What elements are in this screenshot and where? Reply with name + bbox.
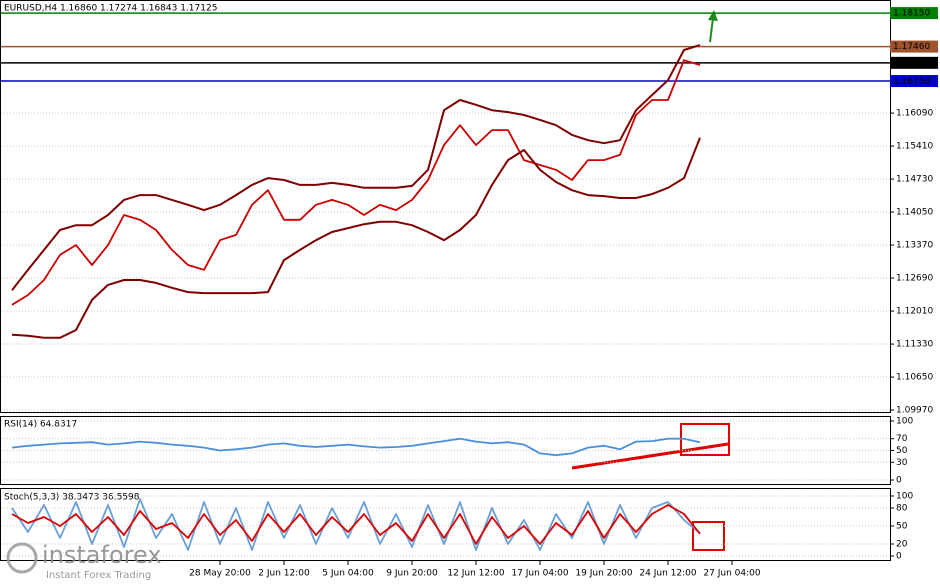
series-line bbox=[11, 437, 701, 457]
trend-line bbox=[571, 442, 729, 470]
y-tick-label: 50 bbox=[896, 522, 908, 532]
x-tick-label: 27 Jun 04:00 bbox=[703, 569, 760, 579]
highlight-box bbox=[692, 521, 725, 551]
y-tick-label: 1.13370 bbox=[896, 241, 933, 251]
y-tick-label: 1.12690 bbox=[896, 274, 933, 284]
stoch-title: Stoch(5,3,3) 38.3473 36.5598 bbox=[4, 493, 140, 503]
rsi-title: RSI(14) 64.8317 bbox=[4, 420, 77, 430]
y-tick-label: 70 bbox=[896, 434, 908, 444]
y-tick-label: 100 bbox=[896, 417, 913, 427]
x-tick-label: 17 Jun 04:00 bbox=[511, 569, 568, 579]
stoch-panel bbox=[0, 488, 891, 561]
series-line bbox=[11, 498, 701, 551]
y-tick-label: 0 bbox=[896, 552, 902, 562]
y-tick-label: 1.09970 bbox=[896, 406, 933, 416]
chart-title: EURUSD,H4 1.16860 1.17274 1.16843 1.1712… bbox=[4, 4, 217, 14]
level-label: 1.17125 bbox=[893, 58, 930, 68]
x-tick-label: 9 Jun 20:00 bbox=[386, 569, 438, 579]
y-tick-label: 1.11330 bbox=[896, 340, 933, 350]
x-tick-label: 2 Jun 12:00 bbox=[258, 569, 310, 579]
arrow bbox=[709, 17, 714, 43]
series-line bbox=[11, 44, 701, 291]
x-tick-label: 28 May 20:00 bbox=[189, 569, 251, 579]
y-tick-label: 1.14050 bbox=[896, 208, 933, 218]
level-label: 1.18150 bbox=[893, 9, 930, 19]
logo bbox=[6, 542, 38, 574]
y-tick-label: 100 bbox=[896, 492, 913, 502]
arrow-head bbox=[708, 10, 718, 21]
level-tag bbox=[890, 75, 938, 88]
level-tag bbox=[890, 56, 938, 69]
brand: instaforex bbox=[42, 541, 162, 569]
x-tick-label: 24 Jun 12:00 bbox=[639, 569, 696, 579]
x-tick-label: 12 Jun 12:00 bbox=[447, 569, 504, 579]
x-tick-label: 19 Jun 20:00 bbox=[575, 569, 632, 579]
y-tick-label: 1.14730 bbox=[896, 175, 933, 185]
y-tick-label: 80 bbox=[896, 504, 908, 514]
level-label: 1.16750 bbox=[893, 77, 930, 87]
level-tag bbox=[890, 40, 938, 53]
y-tick-label: 0 bbox=[896, 476, 902, 486]
y-tick-label: 1.10650 bbox=[896, 373, 933, 383]
series-line bbox=[11, 137, 701, 339]
main-panel bbox=[0, 0, 891, 413]
level-label: 1.17460 bbox=[893, 42, 930, 52]
watermark: instaforex Instant Forex Trading bbox=[6, 541, 162, 581]
series-line bbox=[11, 504, 701, 545]
series-line bbox=[11, 59, 701, 306]
y-tick-label: 30 bbox=[896, 458, 908, 468]
level-tag bbox=[890, 7, 938, 20]
y-tick-label: 1.16090 bbox=[896, 109, 933, 119]
y-tick-label: 20 bbox=[896, 540, 908, 550]
y-tick-label: 1.12010 bbox=[896, 307, 933, 317]
y-tick-label: 1.15410 bbox=[896, 142, 933, 152]
tagline: Instant Forex Trading bbox=[46, 570, 151, 581]
x-tick-label: 5 Jun 04:00 bbox=[322, 569, 374, 579]
y-tick-label: 50 bbox=[896, 446, 908, 456]
